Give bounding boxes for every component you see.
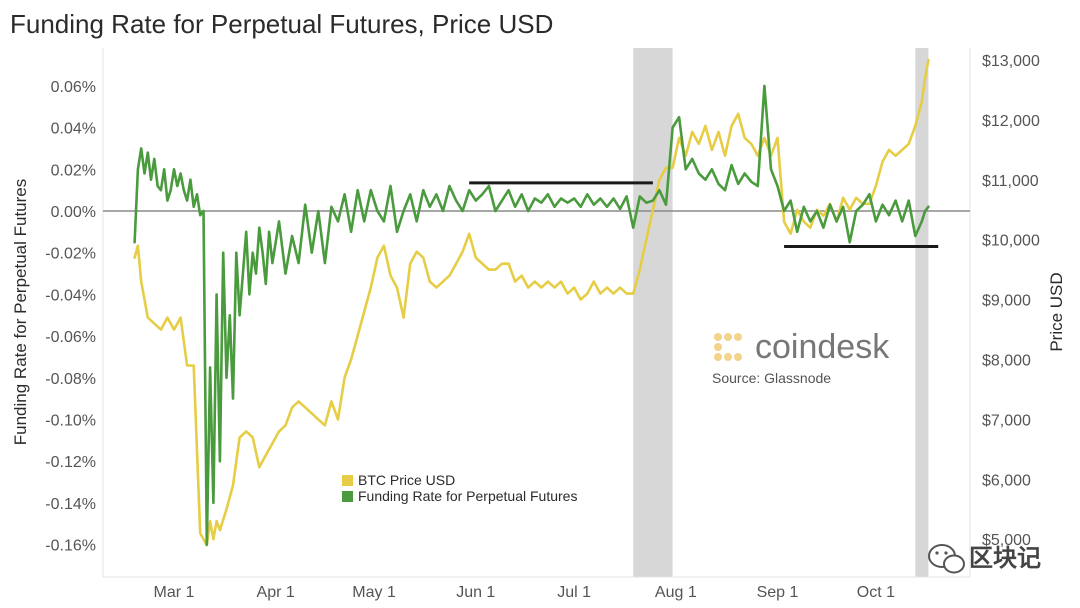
right-tick-label: $8,000 bbox=[982, 353, 1031, 370]
left-tick-label: -0.02% bbox=[45, 246, 96, 263]
btc-price-line bbox=[133, 58, 930, 547]
watermark-text: 区块记 bbox=[969, 545, 1041, 572]
right-axis-ticks: $13,000 $12,000 $11,000 $10,000 $9,000 $8,000… bbox=[982, 53, 1040, 549]
source-note: Source: Glassnode bbox=[712, 370, 831, 386]
left-tick-label: -0.04% bbox=[45, 287, 96, 304]
x-tick-label: Aug 1 bbox=[655, 584, 697, 601]
right-tick-label: $6,000 bbox=[982, 472, 1031, 489]
x-tick-label: Jul 1 bbox=[557, 584, 591, 601]
chart-title: Funding Rate for Perpetual Futures, Pric… bbox=[10, 9, 553, 39]
right-tick-label: $10,000 bbox=[982, 233, 1040, 250]
left-tick-label: 0.00% bbox=[51, 204, 96, 221]
left-tick-label: 0.06% bbox=[51, 79, 96, 96]
left-tick-label: -0.12% bbox=[45, 454, 96, 471]
right-axis-title: Price USD bbox=[1047, 272, 1066, 351]
legend-swatch-funding bbox=[342, 491, 353, 502]
reference-lines bbox=[469, 181, 939, 248]
coindesk-logo-icon bbox=[714, 333, 742, 361]
watermark: 区块记 bbox=[928, 544, 1041, 574]
x-axis-ticks: Mar 1 Apr 1 May 1 Jun 1 Jul 1 Aug 1 Sep 1 Oct 1 bbox=[154, 584, 896, 601]
left-axis-title: Funding Rate for Perpetual Futures bbox=[11, 179, 30, 445]
legend-label-funding: Funding Rate for Perpetual Futures bbox=[358, 488, 577, 504]
series-layer bbox=[133, 58, 930, 547]
brand-name: coindesk bbox=[755, 328, 890, 366]
x-tick-label: Jun 1 bbox=[456, 584, 495, 601]
legend-label-price: BTC Price USD bbox=[358, 472, 455, 488]
right-tick-label: $13,000 bbox=[982, 53, 1040, 70]
x-tick-label: Oct 1 bbox=[857, 584, 895, 601]
funding-rate-line bbox=[133, 84, 930, 546]
legend-swatch-price bbox=[342, 475, 353, 486]
shaded-regions bbox=[633, 48, 929, 577]
left-tick-label: 0.04% bbox=[51, 121, 96, 138]
right-tick-label: $7,000 bbox=[982, 412, 1031, 429]
right-tick-label: $5,000 bbox=[982, 532, 1031, 549]
left-tick-label: -0.10% bbox=[45, 413, 96, 430]
x-tick-label: Apr 1 bbox=[257, 584, 295, 601]
coindesk-brand: coindesk Source: Glassnode bbox=[712, 328, 890, 386]
right-tick-label: $11,000 bbox=[982, 173, 1039, 190]
left-axis-ticks: 0.06% 0.04% 0.02% 0.00% -0.02% -0.04% -0.06% -0… bbox=[45, 79, 96, 555]
shaded-range-0 bbox=[633, 48, 673, 577]
x-tick-label: May 1 bbox=[352, 584, 396, 601]
wechat-icon bbox=[928, 544, 965, 574]
left-tick-label: 0.02% bbox=[51, 162, 96, 179]
shaded-range-1 bbox=[915, 48, 929, 577]
right-tick-label: $9,000 bbox=[982, 293, 1031, 310]
x-tick-label: Sep 1 bbox=[757, 584, 799, 601]
legend: BTC Price USD Funding Rate for Perpetual… bbox=[342, 472, 577, 504]
left-tick-label: -0.16% bbox=[45, 538, 96, 555]
left-tick-label: -0.14% bbox=[45, 496, 96, 513]
left-tick-label: -0.06% bbox=[45, 329, 96, 346]
left-tick-label: -0.08% bbox=[45, 371, 96, 388]
right-tick-label: $12,000 bbox=[982, 113, 1040, 130]
x-tick-label: Mar 1 bbox=[154, 584, 195, 601]
